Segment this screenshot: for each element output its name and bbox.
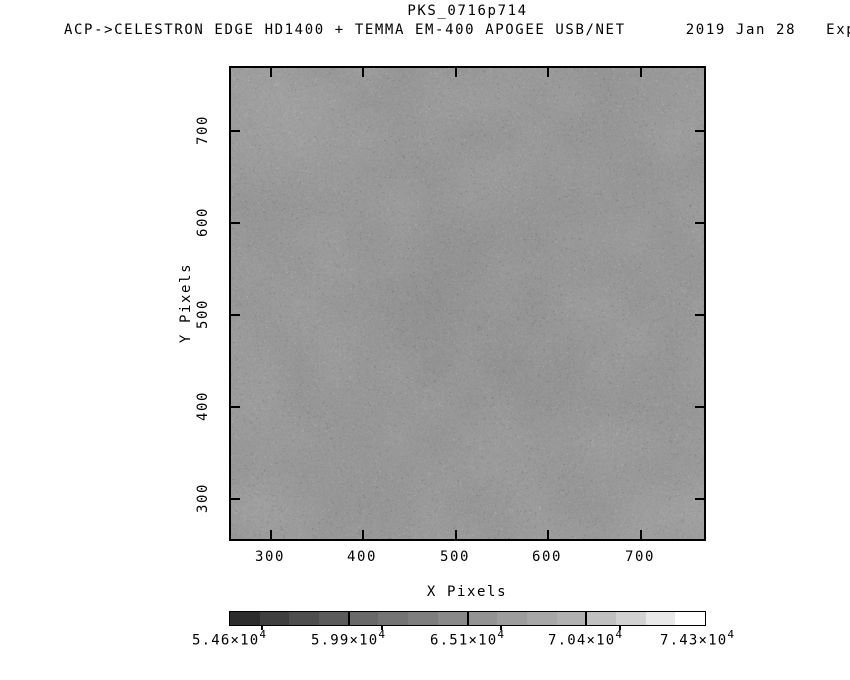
y-tick-label: 400 <box>195 390 211 422</box>
y-axis-tick <box>695 222 704 224</box>
plot-subtitle: ACP->CELESTRON EDGE HD1400 + TEMMA EM-40… <box>64 22 850 38</box>
colorbar <box>229 611 706 626</box>
y-tick-label: 600 <box>195 206 211 238</box>
colorbar-tick-label: 7.43×104 <box>659 628 735 649</box>
ccd-image-field <box>231 68 704 539</box>
y-axis-tick <box>231 222 240 224</box>
x-axis-tick <box>547 530 549 539</box>
x-axis-tick <box>640 530 642 539</box>
y-axis-tick <box>231 314 240 316</box>
y-axis-tick <box>695 130 704 132</box>
colorbar-tick-label: 5.46×104 <box>191 628 267 649</box>
y-axis-tick <box>695 406 704 408</box>
x-axis-tick <box>362 530 364 539</box>
colorbar-segment <box>378 612 409 625</box>
colorbar-minor-tick <box>500 626 502 630</box>
colorbar-divider <box>348 611 350 626</box>
colorbar-tick-label: 7.04×104 <box>547 628 623 649</box>
x-axis-tick <box>270 530 272 539</box>
colorbar-divider <box>467 611 469 626</box>
colorbar-divider <box>585 611 587 626</box>
x-tick-label: 600 <box>531 549 563 565</box>
x-axis-tick <box>640 68 642 77</box>
colorbar-segment <box>586 612 616 625</box>
colorbar-tick-label: 5.99×104 <box>310 628 386 649</box>
y-axis-tick <box>695 498 704 500</box>
colorbar-segment <box>615 612 646 625</box>
x-axis-tick <box>547 68 549 77</box>
y-tick-label: 500 <box>195 298 211 330</box>
y-axis-tick <box>231 130 240 132</box>
y-axis-tick <box>231 498 240 500</box>
colorbar-segment <box>467 612 498 625</box>
colorbar-segment <box>289 612 320 625</box>
x-axis-tick <box>362 68 364 77</box>
colorbar-tick-label: 6.51×104 <box>429 628 505 649</box>
x-tick-label: 300 <box>254 549 286 565</box>
plot-title: PKS_0716p714 <box>407 3 528 19</box>
colorbar-segment <box>408 612 438 625</box>
colorbar-segment <box>556 612 587 625</box>
colorbar-minor-tick <box>381 626 383 630</box>
colorbar-segment <box>230 612 260 625</box>
colorbar-minor-tick <box>619 626 621 630</box>
colorbar-minor-tick <box>261 626 263 630</box>
colorbar-segment <box>675 612 705 625</box>
colorbar-segment <box>437 612 468 625</box>
x-axis-tick <box>455 68 457 77</box>
y-tick-label: 700 <box>195 114 211 146</box>
image-plot-area <box>229 66 706 541</box>
colorbar-segment <box>348 612 379 625</box>
y-axis-tick <box>695 314 704 316</box>
colorbar-segment <box>526 612 557 625</box>
x-tick-label: 500 <box>439 549 471 565</box>
y-axis-label: Y Pixels <box>178 262 194 344</box>
y-axis-tick <box>231 406 240 408</box>
colorbar-segment <box>497 612 527 625</box>
x-axis-label: X Pixels <box>426 584 508 600</box>
colorbar-segment <box>319 612 349 625</box>
y-tick-label: 300 <box>195 482 211 514</box>
x-axis-tick <box>270 68 272 77</box>
x-tick-label: 700 <box>624 549 656 565</box>
x-tick-label: 400 <box>346 549 378 565</box>
colorbar-segment <box>645 612 676 625</box>
colorbar-segment <box>259 612 290 625</box>
x-axis-tick <box>455 530 457 539</box>
